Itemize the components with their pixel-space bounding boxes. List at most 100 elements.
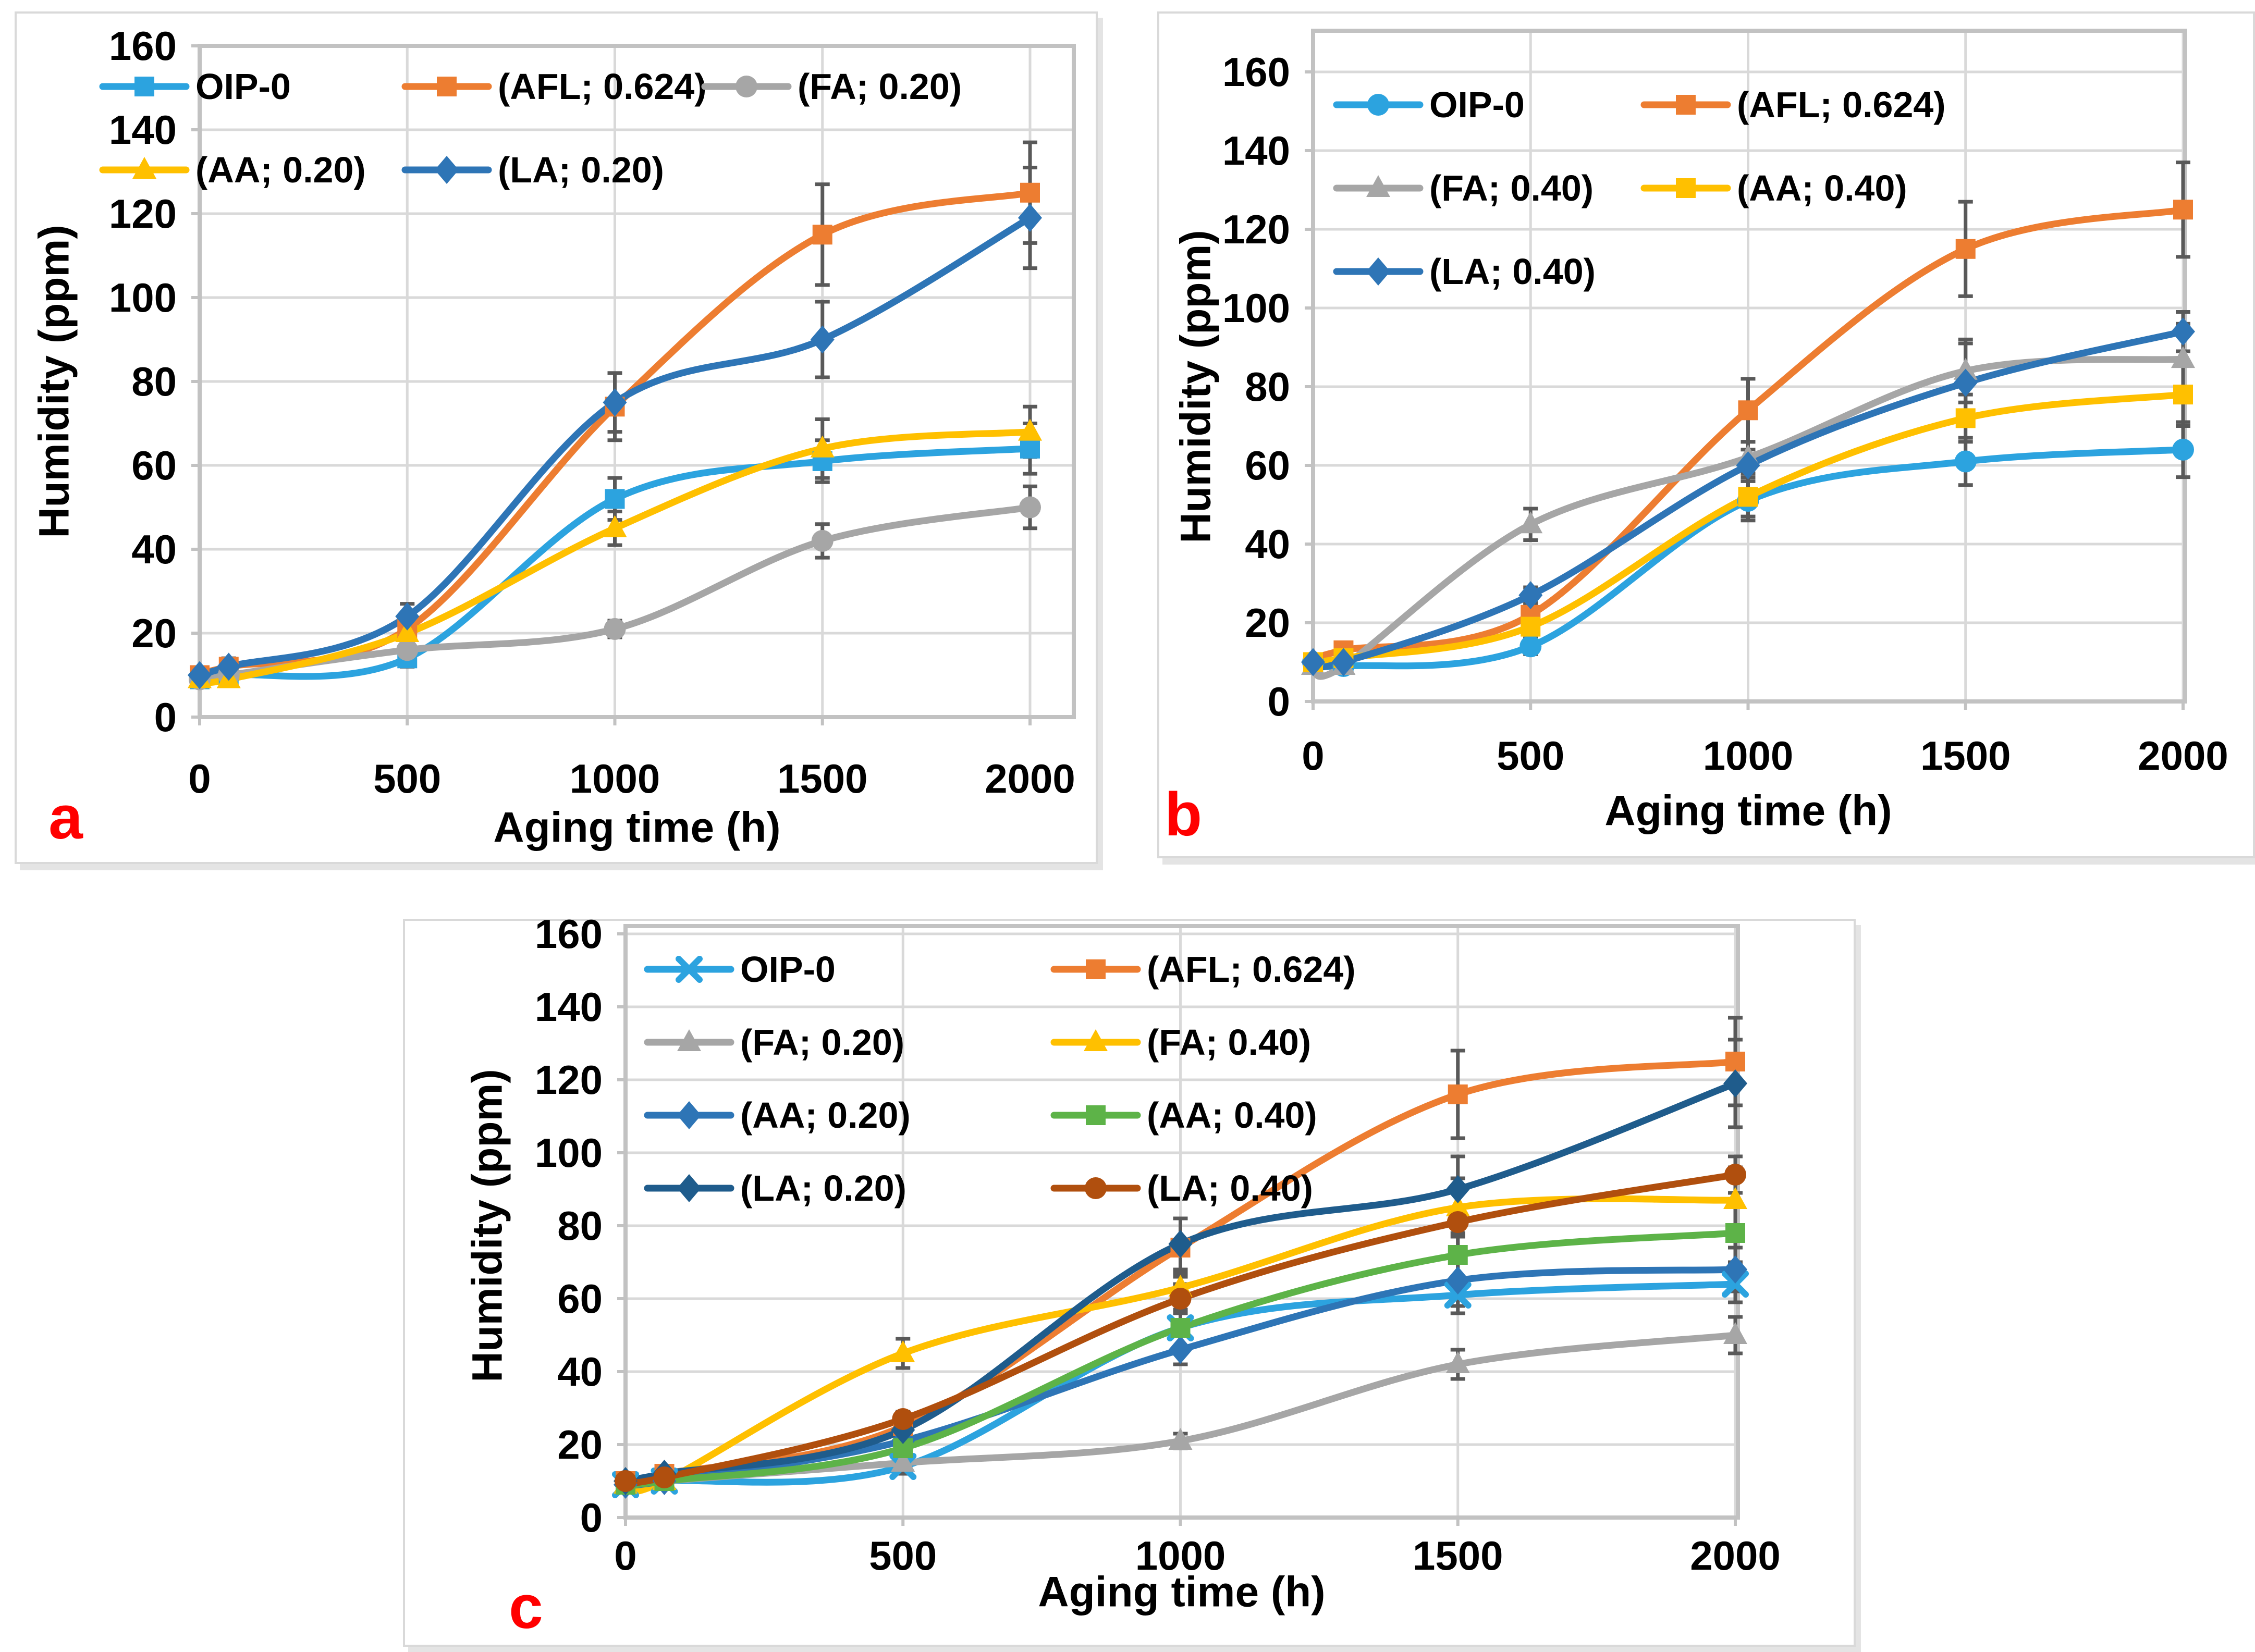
panel-label-b: b <box>1164 780 1203 849</box>
y-tick-label: 100 <box>535 1130 603 1176</box>
square-marker <box>1955 408 1976 428</box>
x-tick-label: 0 <box>614 1533 636 1579</box>
square-marker <box>605 489 625 509</box>
legend-label: (AA; 0.20) <box>740 1095 911 1136</box>
x-marker <box>676 956 703 983</box>
square-marker <box>1170 1318 1191 1338</box>
legend-entry-(LA; 0.20): (LA; 0.20) <box>401 150 664 190</box>
legend-label: OIP-0 <box>1429 84 1525 125</box>
legend-entry-(AA; 0.40): (AA; 0.40) <box>1050 1095 1317 1136</box>
square-marker <box>1448 1084 1468 1104</box>
legend-label: (FA; 0.20) <box>798 66 962 107</box>
y-tick-label: 20 <box>557 1422 603 1468</box>
x-marker <box>1722 1271 1749 1298</box>
circle-marker <box>892 1408 914 1430</box>
y-tick-label: 0 <box>154 694 177 740</box>
axis-tick-labels: 0 20 40 60 80 100 120 140 160 0 500 1000 1500 2000 <box>1222 49 2228 779</box>
x-tick-label: 1500 <box>777 756 868 802</box>
legend-entry-(LA; 0.20): (LA; 0.20) <box>644 1168 906 1209</box>
humidity-chart-a: 0 20 40 60 80 100 120 140 160 0 500 1000 1500 2000 Agi… <box>31 23 1076 852</box>
x-axis-title: Aging time (h) <box>1604 787 1892 835</box>
panel-label-a: a <box>48 783 83 852</box>
x-axis-title: Aging time (h) <box>1038 1569 1325 1616</box>
y-tick-label: 100 <box>1222 285 1290 331</box>
x-marker <box>1444 1281 1472 1309</box>
x-tick-label: 2000 <box>1690 1533 1781 1579</box>
y-tick-label: 140 <box>109 107 177 153</box>
legend-entry-(AFL; 0.624): (AFL; 0.624) <box>401 66 707 107</box>
legend-label: (AA; 0.40) <box>1147 1095 1317 1136</box>
square-marker <box>1086 1105 1106 1125</box>
triangle-marker <box>1445 1351 1470 1373</box>
diamond-marker <box>1723 1069 1747 1098</box>
y-tick-label: 120 <box>109 191 177 237</box>
x-tick-label: 500 <box>373 756 441 802</box>
legend: OIP-0 (AFL; 0.624) (FA; 0.20) (AA; 0.20) (LA… <box>99 66 962 190</box>
x-tick-label: 1000 <box>1703 733 1794 779</box>
x-tick-label: 1500 <box>1413 1533 1503 1579</box>
x-tick-label: 2000 <box>985 756 1075 802</box>
diamond-marker <box>1301 648 1325 676</box>
triangle-marker <box>132 157 156 179</box>
diamond-marker <box>1723 1255 1747 1284</box>
y-tick-label: 140 <box>535 984 603 1030</box>
square-marker <box>812 225 832 245</box>
diamond-marker <box>1445 1175 1470 1203</box>
circle-marker <box>1169 1288 1192 1310</box>
legend-label: (AA; 0.20) <box>195 150 366 190</box>
axis-tick-labels: 0 20 40 60 80 100 120 140 160 0 500 1000 1500 2000 <box>535 911 1781 1579</box>
x-tick-label: 2000 <box>2138 733 2228 779</box>
y-tick-label: 120 <box>1222 206 1290 252</box>
diamond-marker <box>603 388 627 417</box>
triangle-marker <box>1723 1322 1747 1344</box>
y-tick-label: 160 <box>535 911 603 957</box>
circle-marker <box>1019 496 1041 519</box>
tick-marks <box>617 932 1737 1526</box>
circle-marker <box>1085 1177 1107 1199</box>
chart-panel-b: 0 20 40 60 80 100 120 140 160 0 500 1000 1500 2000 Agi… <box>1157 11 2255 858</box>
legend-entry-OIP-0: OIP-0 <box>644 949 836 990</box>
series-line-(AA; 0.40) <box>622 1229 1739 1488</box>
legend-entry-(LA; 0.40): (LA; 0.40) <box>1333 251 1596 292</box>
square-marker <box>134 77 154 96</box>
triangle-marker <box>1018 418 1042 441</box>
tick-marks <box>1305 70 2185 710</box>
square-marker <box>1020 182 1040 203</box>
y-axis-title: Humidity (ppm) <box>464 1069 511 1382</box>
legend-entry-(AFL; 0.624): (AFL; 0.624) <box>1050 949 1356 990</box>
x-tick-label: 0 <box>1302 733 1324 779</box>
series-line-(LA; 0.40) <box>1309 328 2187 671</box>
y-tick-label: 80 <box>1245 364 1290 410</box>
circle-marker <box>2172 438 2194 461</box>
chart-panel-c: 0 20 40 60 80 100 120 140 160 0 500 1000 1500 2000 Agi… <box>403 911 1856 1647</box>
y-tick-label: 100 <box>109 275 177 320</box>
legend-label: (LA; 0.20) <box>740 1168 906 1209</box>
series-line-(LA; 0.40) <box>622 1171 1739 1487</box>
axis-tick-labels: 0 20 40 60 80 100 120 140 160 0 500 1000 1500 2000 <box>109 23 1075 802</box>
legend-entry-(FA; 0.20): (FA; 0.20) <box>701 66 962 107</box>
triangle-marker <box>677 1029 701 1051</box>
circle-marker <box>1367 94 1389 116</box>
square-marker <box>1738 487 1758 507</box>
y-tick-label: 20 <box>1245 600 1290 646</box>
triangle-marker <box>603 515 627 537</box>
diamond-marker <box>2171 317 2195 346</box>
x-tick-label: 1000 <box>1135 1533 1226 1579</box>
legend-label: (AA; 0.40) <box>1737 168 1907 208</box>
triangle-marker <box>891 1450 915 1472</box>
diamond-marker <box>810 325 835 354</box>
legend-label: (LA; 0.20) <box>498 150 664 190</box>
y-axis-title: Humidity (ppm) <box>1172 230 1220 543</box>
diamond-marker <box>1018 204 1042 232</box>
series-markers-(LA; 0.20) <box>188 204 1042 689</box>
square-marker <box>437 77 457 96</box>
square-marker <box>1020 438 1040 459</box>
square-marker <box>1738 400 1758 421</box>
panel-label-c: c <box>509 1573 543 1642</box>
humidity-chart-b: 0 20 40 60 80 100 120 140 160 0 500 1000 1500 2000 Agi… <box>1172 29 2228 835</box>
y-tick-label: 20 <box>131 610 177 656</box>
x-tick-label: 500 <box>1497 733 1564 779</box>
y-tick-label: 120 <box>535 1057 603 1103</box>
y-tick-label: 60 <box>557 1276 603 1322</box>
y-tick-label: 60 <box>131 442 177 488</box>
